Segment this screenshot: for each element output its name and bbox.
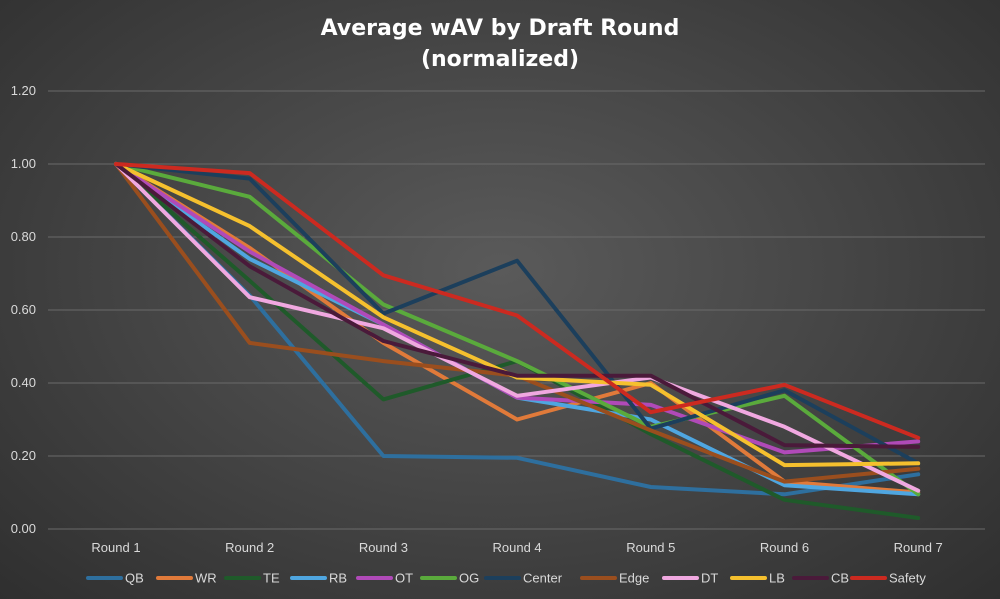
grid: [48, 90, 985, 530]
y-tick-label: 0.20: [11, 448, 36, 463]
plot-area: [114, 162, 921, 520]
series-line-center: [114, 162, 921, 466]
series-line-ot: [114, 162, 921, 455]
legend-label-cb: CB: [831, 571, 849, 586]
y-tick-label: 0.40: [11, 375, 36, 390]
x-axis: Round 1 Round 2 Round 3 Round 4 Round 5 Round…: [91, 540, 942, 555]
y-axis: 0.00 0.20 0.40 0.60 0.80 1.00 1.20: [11, 83, 36, 536]
x-tick-label: Round 2: [225, 540, 274, 555]
x-tick-label: Round 7: [894, 540, 943, 555]
y-tick-label: 0.80: [11, 229, 36, 244]
x-tick-label: Round 1: [91, 540, 140, 555]
legend-label-center: Center: [523, 571, 563, 586]
legend-label-safety: Safety: [889, 571, 926, 586]
y-tick-label: 0.00: [11, 521, 36, 536]
x-tick-label: Round 4: [493, 540, 542, 555]
y-tick-label: 1.00: [11, 156, 36, 171]
legend-label-ot: OT: [395, 571, 413, 586]
series-line-og: [114, 162, 921, 497]
x-tick-label: Round 3: [359, 540, 408, 555]
legend-label-edge: Edge: [619, 571, 649, 586]
legend-label-qb: QB: [125, 571, 144, 586]
legend-label-wr: WR: [195, 571, 217, 586]
legend: QB WR TE RB OT OG Center Edge DT LB CB Safety: [86, 571, 926, 586]
series-line-dt: [114, 162, 921, 493]
legend-label-lb: LB: [769, 571, 785, 586]
x-tick-label: Round 6: [760, 540, 809, 555]
legend-label-dt: DT: [701, 571, 718, 586]
chart-subtitle: (normalized): [421, 47, 579, 72]
chart-title: Average wAV by Draft Round: [321, 16, 680, 41]
legend-label-og: OG: [459, 571, 479, 586]
y-tick-label: 1.20: [11, 83, 36, 98]
series-line-safety: [114, 162, 921, 440]
series-line-cb: [114, 162, 921, 449]
y-tick-label: 0.60: [11, 302, 36, 317]
legend-label-rb: RB: [329, 571, 347, 586]
legend-label-te: TE: [263, 571, 280, 586]
x-tick-label: Round 5: [626, 540, 675, 555]
